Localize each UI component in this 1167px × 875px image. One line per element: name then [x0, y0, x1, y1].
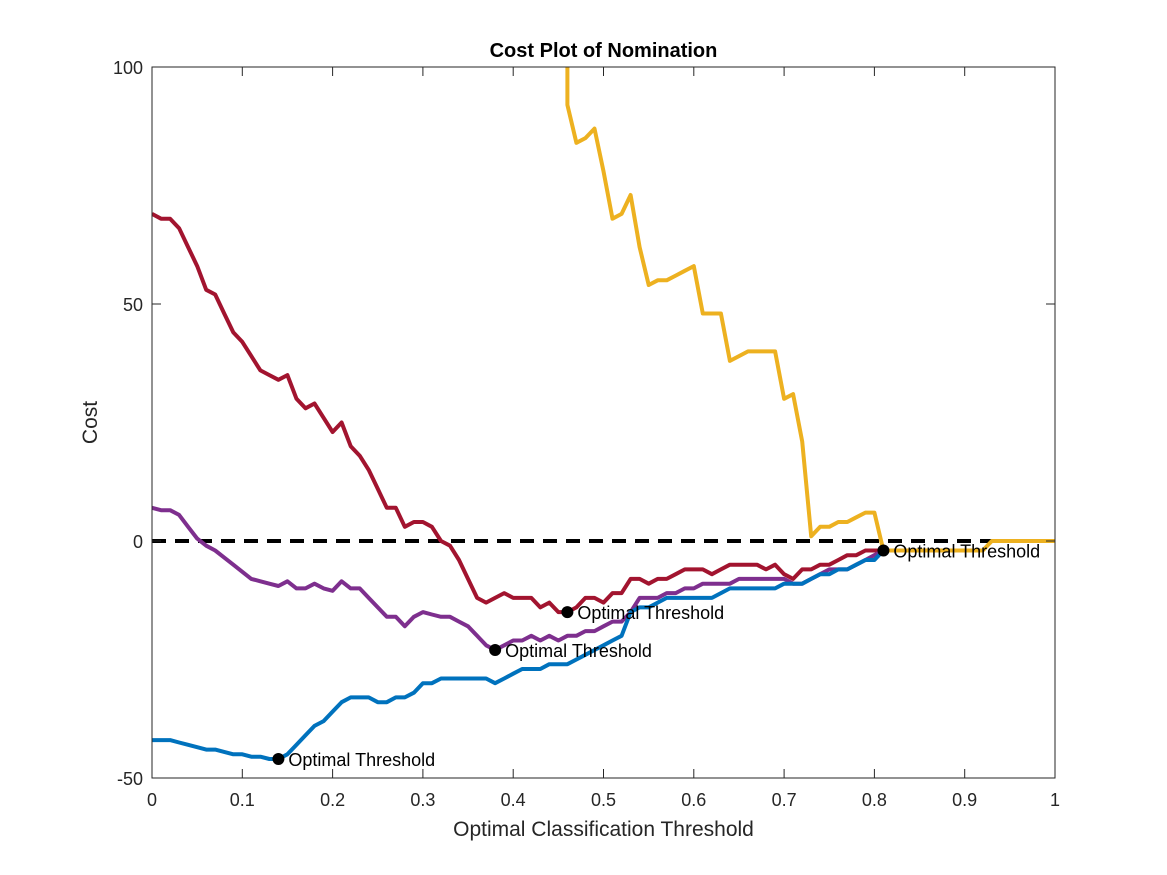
x-tick-label: 0.1 — [230, 790, 255, 810]
x-tick-label: 0.9 — [952, 790, 977, 810]
optimal-threshold-label: Optimal Threshold — [893, 541, 1040, 561]
y-axis: -50 0 50 100 — [113, 58, 1055, 789]
series-line-purple — [152, 505, 885, 652]
optimal-threshold-marker — [561, 606, 574, 619]
chart-title: Cost Plot of Nomination — [490, 40, 718, 62]
optimal-threshold-label: Optimal Threshold — [505, 641, 652, 661]
optimal-threshold-marker — [877, 544, 890, 557]
x-tick-label: 0 — [147, 790, 157, 810]
optimal-threshold-marker — [272, 753, 285, 766]
y-axis-label: Cost — [79, 401, 102, 444]
series-line-yellow — [565, 67, 1055, 553]
optimal-threshold-label: Optimal Threshold — [288, 750, 435, 770]
x-tick-label: 0.7 — [772, 790, 797, 810]
optimal-threshold-marker — [489, 644, 502, 657]
x-tick-label: 0.8 — [862, 790, 887, 810]
x-tick-label: 1 — [1050, 790, 1060, 810]
optimal-threshold-label: Optimal Threshold — [577, 603, 724, 623]
series-line-red — [152, 212, 884, 615]
y-tick-label: 100 — [113, 58, 143, 78]
x-tick-label: 0.2 — [320, 790, 345, 810]
x-tick-label: 0.5 — [591, 790, 616, 810]
x-axis: 0 0.1 0.2 0.3 0.4 0.5 0.6 0.7 0.8 0.9 1 — [147, 67, 1060, 810]
x-axis-label: Optimal Classification Threshold — [453, 818, 754, 841]
x-tick-label: 0.3 — [410, 790, 435, 810]
y-tick-label: -50 — [117, 769, 143, 789]
x-tick-label: 0.6 — [681, 790, 706, 810]
plot-area: Optimal Threshold Optimal Threshold Optima… — [152, 67, 1055, 770]
x-tick-label: 0.4 — [501, 790, 526, 810]
y-tick-label: 0 — [133, 532, 143, 552]
y-tick-label: 50 — [123, 295, 143, 315]
